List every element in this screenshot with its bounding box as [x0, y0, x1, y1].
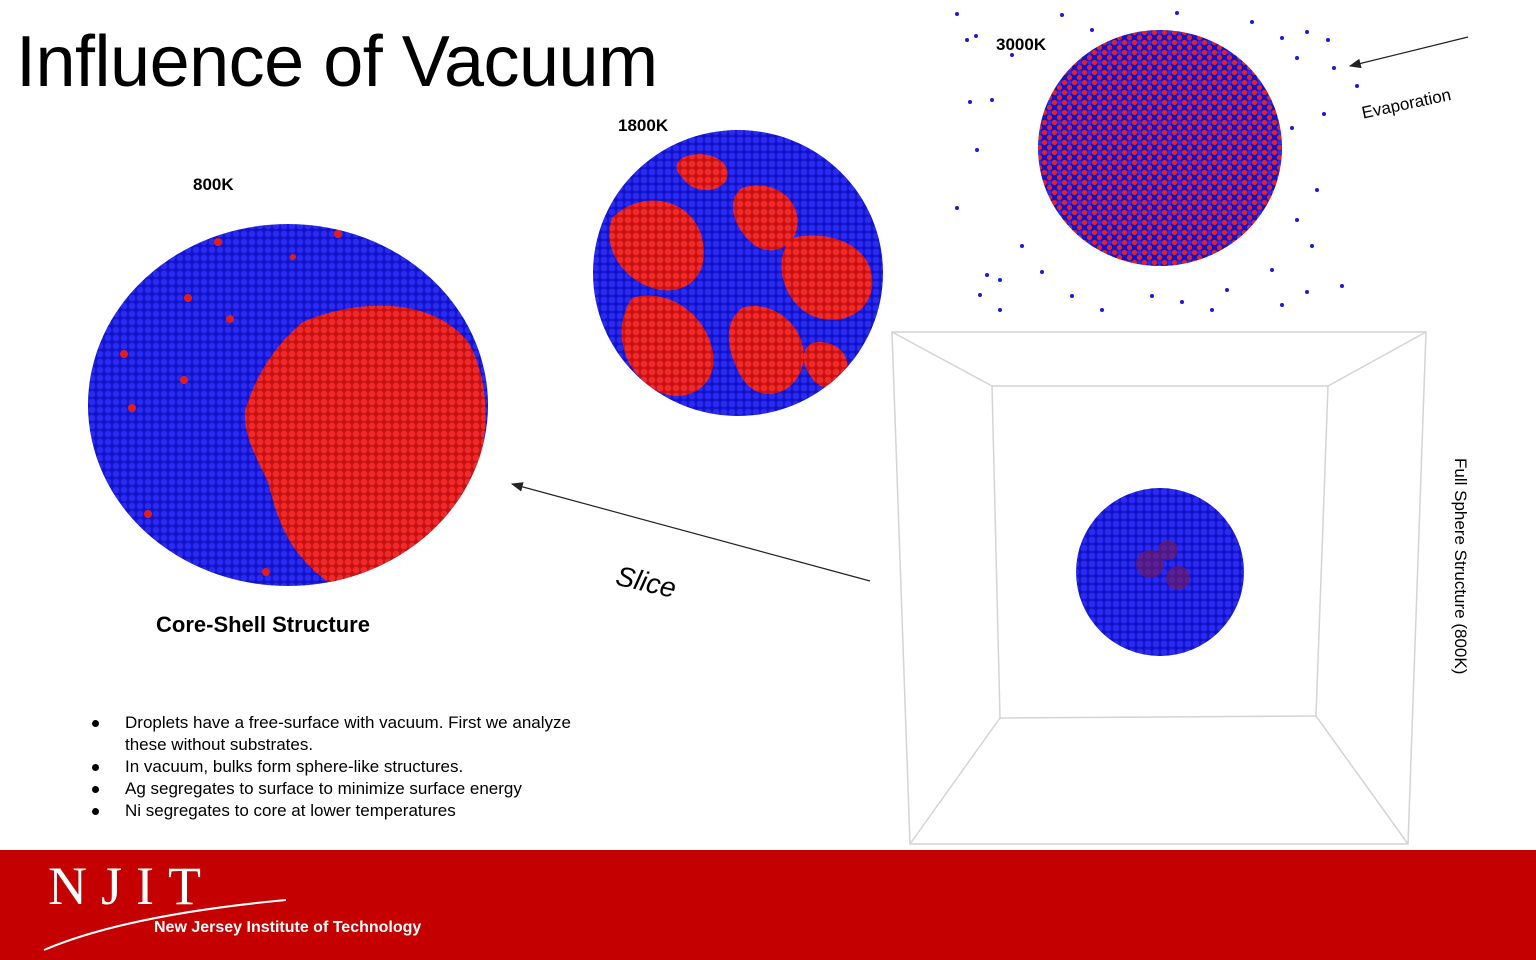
bullet-item: In vacuum, bulks form sphere-like struct… [88, 756, 608, 778]
sphere-3000k-image [955, 11, 1359, 312]
footer-bar [0, 850, 1536, 960]
sphere-800k-slice-image [88, 224, 488, 586]
full-sphere-label: Full Sphere Structure (800K) [1451, 458, 1470, 675]
evaporation-label: Evaporation [1360, 85, 1453, 123]
label-1800k: 1800K [618, 116, 669, 135]
njit-logo: NJIT [48, 856, 215, 916]
njit-institution-name: New Jersey Institute of Technology [154, 919, 422, 936]
njit-logo-swoosh [43, 899, 287, 951]
bullet-item: Ag segregates to surface to minimize sur… [88, 778, 608, 800]
bullet-item: Droplets have a free-surface with vacuum… [88, 712, 608, 756]
bullet-list: Droplets have a free-surface with vacuum… [88, 712, 608, 822]
full-sphere-box-image [891, 331, 1427, 845]
label-800k: 800K [193, 175, 234, 194]
sphere-1800k-image [593, 130, 883, 416]
slide-title: Influence of Vacuum [16, 22, 658, 102]
label-3000k: 3000K [996, 35, 1047, 54]
slice-label: Slice [613, 560, 680, 604]
core-shell-caption: Core-Shell Structure [156, 612, 370, 637]
bullet-item: Ni segregates to core at lower temperatu… [88, 800, 608, 822]
